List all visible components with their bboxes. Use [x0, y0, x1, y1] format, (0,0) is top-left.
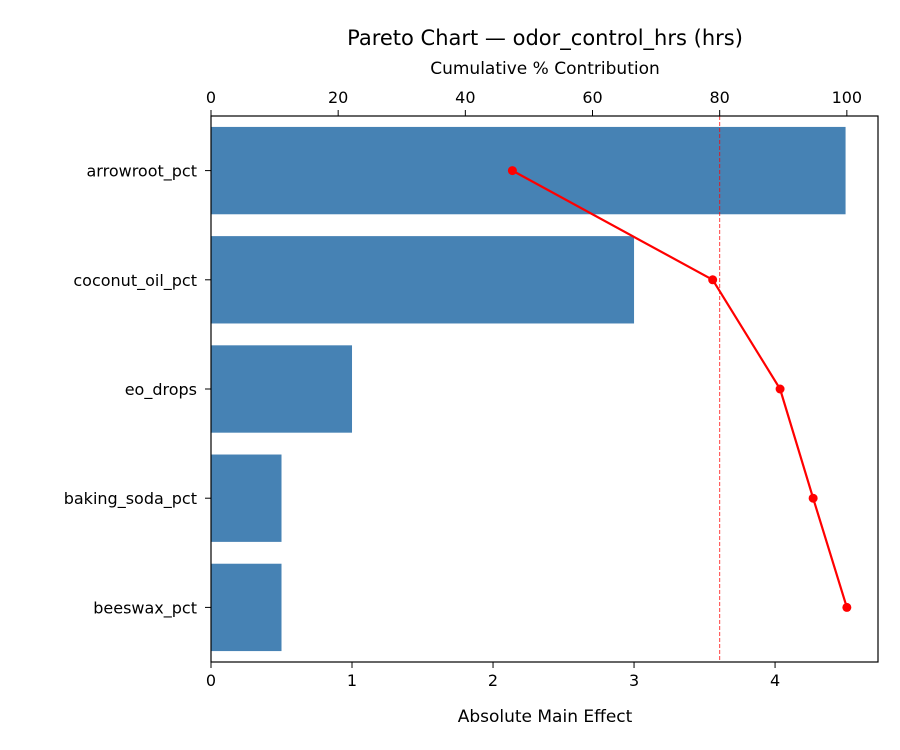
y-axis: arrowroot_pct coconut_oil_pct eo_dropsbaki…: [64, 162, 211, 618]
bar-3: [211, 454, 282, 542]
x2-tick-label-3: 60: [582, 88, 602, 107]
x-tick-label-4: 4: [770, 671, 780, 690]
y-tick-label-4: beeswax_pct: [93, 598, 197, 618]
bar-2: [211, 345, 353, 433]
bar-4: [211, 563, 282, 652]
x-tick-label-1: 1: [347, 671, 357, 690]
top-axis: 0 20 40 60 80 100: [206, 88, 862, 116]
cumulative-point-0: [507, 166, 517, 176]
top-axis-title: Cumulative % Contribution: [430, 59, 660, 79]
cumulative-point-2: [775, 384, 785, 394]
x2-tick-label-4: 80: [709, 88, 729, 107]
y-tick-label-2: eo_drops: [125, 380, 197, 400]
cumulative-point-3: [808, 493, 818, 503]
x-tick-label-3: 3: [629, 671, 639, 690]
bar-group: [211, 126, 846, 652]
y-tick-label-1: coconut_oil_pct: [73, 271, 197, 291]
cumulative-point-1: [708, 275, 718, 285]
x-tick-label-2: 2: [488, 671, 498, 690]
y-tick-label-3: baking_soda_pct: [64, 489, 197, 509]
x2-tick-label-1: 20: [328, 88, 348, 107]
x2-tick-label-0: 0: [206, 88, 216, 107]
bottom-axis: 0 1 2 3 4: [206, 662, 780, 690]
y-tick-label-0: arrowroot_pct: [86, 162, 197, 182]
bar-0: [211, 126, 846, 215]
bottom-axis-title: Absolute Main Effect: [458, 707, 633, 727]
bar-1: [211, 236, 635, 324]
x2-tick-label-2: 40: [455, 88, 475, 107]
x2-tick-label-5: 100: [832, 88, 863, 107]
cumulative-points: [507, 166, 852, 612]
chart-title: Pareto Chart — odor_control_hrs (hrs): [347, 26, 743, 51]
x-tick-label-0: 0: [206, 671, 216, 690]
cumulative-point-4: [842, 602, 852, 612]
